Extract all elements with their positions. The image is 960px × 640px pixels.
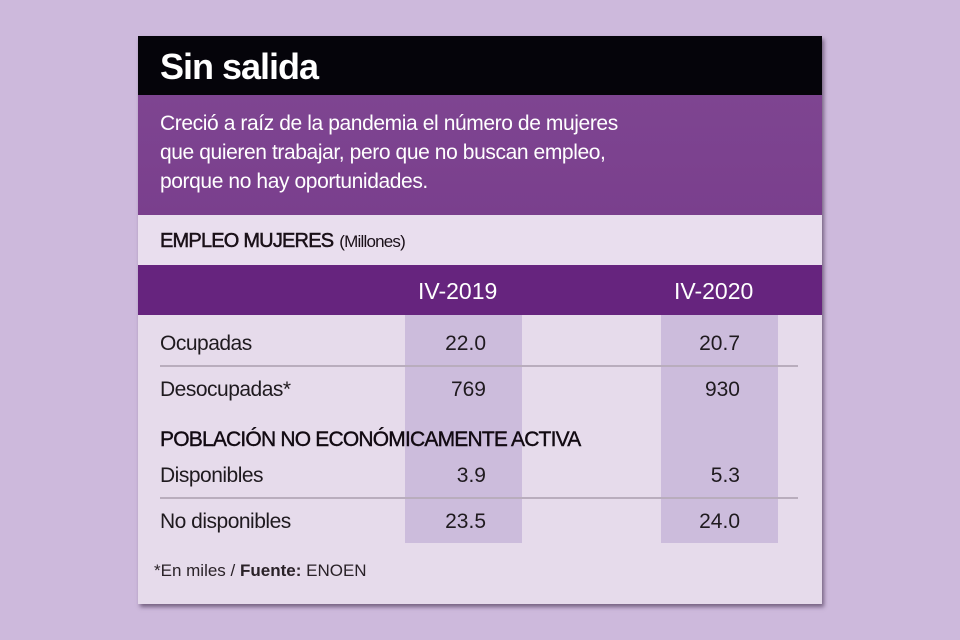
title-bar: Sin salida bbox=[138, 36, 822, 95]
section-unit: (Millones) bbox=[339, 232, 405, 251]
footnote-text: *En miles / bbox=[154, 561, 236, 580]
subtitle-line: porque no hay oportunidades. bbox=[160, 170, 428, 193]
column-header-2019: IV-2019 bbox=[418, 278, 498, 304]
cell-no-disponibles-2019: 23.5 bbox=[445, 510, 486, 533]
subtitle: Creció a raíz de la pandemia el número d… bbox=[160, 109, 618, 196]
row-divider bbox=[160, 365, 798, 367]
row-label-disponibles: Disponibles bbox=[160, 464, 264, 487]
cell-disponibles-2020: 5.3 bbox=[710, 464, 740, 487]
row-label-desocupadas: Desocupadas* bbox=[160, 378, 291, 401]
source-value: ENOEN bbox=[306, 561, 367, 580]
subtitle-panel: Creció a raíz de la pandemia el número d… bbox=[138, 95, 822, 215]
section-title-text: EMPLEO MUJERES bbox=[160, 230, 335, 253]
column-shade-2020 bbox=[661, 315, 778, 543]
cell-desocupadas-2019: 769 bbox=[450, 378, 486, 401]
column-shade-2019 bbox=[405, 315, 522, 543]
title: Sin salida bbox=[160, 46, 319, 87]
cell-disponibles-2019: 3.9 bbox=[456, 464, 486, 487]
cell-desocupadas-2020: 930 bbox=[704, 378, 740, 401]
cell-ocupadas-2020: 20.7 bbox=[699, 332, 740, 355]
cell-no-disponibles-2020: 24.0 bbox=[699, 510, 740, 533]
table-header: IV-2019 IV-2020 bbox=[138, 265, 822, 315]
source-label: Fuente: bbox=[239, 561, 302, 580]
section-title: EMPLEO MUJERES (Millones) bbox=[160, 230, 406, 253]
group-heading: POBLACIÓN NO ECONÓMICAMENTE ACTIVA bbox=[160, 428, 582, 451]
footnote: *En miles / Fuente: ENOEN bbox=[154, 561, 367, 581]
column-header-2020: IV-2020 bbox=[674, 278, 754, 304]
row-divider bbox=[160, 497, 798, 499]
subtitle-line: que quieren trabajar, pero que no buscan… bbox=[160, 141, 606, 164]
row-label-ocupadas: Ocupadas bbox=[160, 332, 252, 355]
row-label-no-disponibles: No disponibles bbox=[160, 510, 291, 533]
section-band: EMPLEO MUJERES (Millones) bbox=[138, 215, 822, 265]
subtitle-line: Creció a raíz de la pandemia el número d… bbox=[160, 112, 618, 135]
cell-ocupadas-2019: 22.0 bbox=[445, 332, 486, 355]
infographic-card: Sin salida Creció a raíz de la pandemia … bbox=[138, 36, 822, 604]
